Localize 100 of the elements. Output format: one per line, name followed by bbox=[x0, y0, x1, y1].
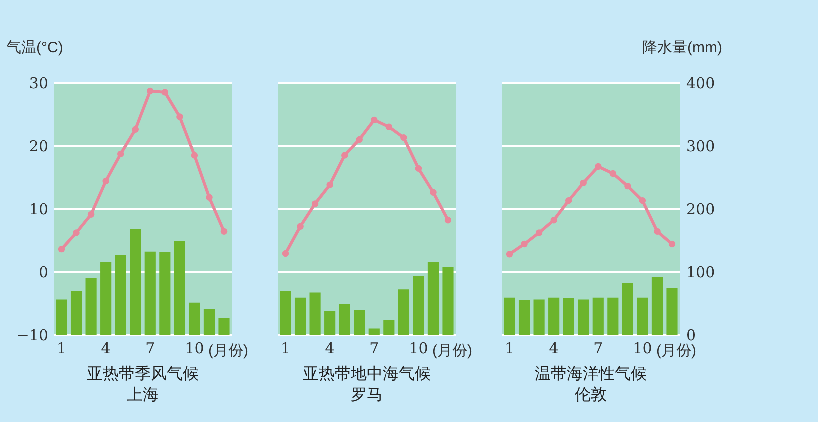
y-axis-title: 气温(°C) bbox=[6, 40, 64, 56]
point bbox=[521, 240, 528, 248]
bar bbox=[130, 229, 142, 335]
point bbox=[400, 134, 408, 142]
point bbox=[162, 89, 169, 96]
y-tick-label: 10 bbox=[29, 200, 48, 218]
point bbox=[220, 228, 228, 236]
bar bbox=[204, 309, 216, 335]
bar bbox=[339, 304, 350, 335]
x-tick-label: 10 bbox=[185, 340, 204, 358]
bar bbox=[86, 278, 97, 335]
bar bbox=[368, 328, 380, 335]
bar bbox=[666, 288, 678, 335]
point bbox=[639, 197, 646, 204]
text: 上海 bbox=[127, 386, 159, 404]
point bbox=[565, 197, 572, 204]
text: 亚热带季风气候 bbox=[87, 365, 199, 383]
point bbox=[147, 88, 154, 95]
x-axis-title: (月份) bbox=[656, 342, 696, 360]
bar bbox=[428, 262, 440, 335]
bar bbox=[160, 252, 171, 335]
bar bbox=[218, 318, 230, 335]
bar bbox=[70, 292, 82, 335]
point bbox=[326, 182, 334, 188]
x-tick-label: 1 bbox=[280, 340, 291, 358]
bar bbox=[310, 292, 321, 335]
point bbox=[356, 136, 363, 144]
point bbox=[386, 124, 393, 130]
point bbox=[312, 200, 319, 208]
bar bbox=[608, 298, 619, 335]
point bbox=[536, 230, 543, 236]
point bbox=[132, 126, 139, 133]
text: 亚热带地中海气候 bbox=[303, 365, 431, 383]
bar bbox=[652, 277, 664, 335]
x-tick-label: 4 bbox=[325, 340, 335, 358]
y-tick-label: 0 bbox=[38, 264, 48, 282]
y-tick-label: 30 bbox=[29, 74, 48, 92]
point bbox=[88, 211, 95, 218]
y2-tick-label: 300 bbox=[686, 138, 716, 156]
bar bbox=[518, 300, 530, 335]
x-tick-label: 4 bbox=[101, 340, 111, 358]
bar bbox=[413, 276, 424, 335]
bar bbox=[324, 311, 336, 335]
y2-axis-title: 降水量(mm) bbox=[642, 40, 722, 56]
bar bbox=[115, 254, 126, 335]
text: 温带海洋性气候 bbox=[535, 365, 647, 383]
x-tick-label: 10 bbox=[633, 340, 652, 358]
bar bbox=[100, 262, 112, 335]
point bbox=[176, 114, 184, 120]
bar bbox=[174, 241, 186, 335]
bar bbox=[534, 300, 545, 335]
text: 罗马 bbox=[351, 387, 383, 404]
point bbox=[595, 163, 602, 170]
point bbox=[624, 182, 632, 190]
y2-tick-label: 200 bbox=[686, 200, 716, 218]
bar bbox=[280, 292, 292, 335]
bar bbox=[637, 298, 648, 335]
point bbox=[430, 189, 437, 196]
bar bbox=[56, 300, 68, 335]
y-tick-label: −10 bbox=[16, 326, 48, 344]
x-tick-label: 7 bbox=[370, 340, 380, 358]
x-tick-label: 7 bbox=[146, 340, 156, 358]
bar bbox=[354, 310, 366, 335]
bar bbox=[578, 300, 590, 335]
bar bbox=[144, 252, 156, 335]
x-tick-label: 1 bbox=[504, 340, 515, 358]
point bbox=[206, 194, 213, 202]
bar bbox=[548, 298, 560, 335]
point bbox=[371, 116, 378, 124]
point bbox=[610, 170, 617, 178]
point bbox=[117, 150, 124, 158]
point bbox=[282, 250, 290, 258]
point bbox=[191, 152, 198, 159]
point bbox=[506, 251, 514, 258]
point bbox=[654, 228, 661, 236]
point bbox=[58, 246, 66, 253]
point bbox=[297, 223, 304, 230]
point bbox=[580, 180, 587, 187]
point bbox=[415, 165, 422, 172]
point bbox=[341, 152, 348, 159]
bar bbox=[592, 298, 604, 335]
bar bbox=[442, 266, 454, 335]
x-tick-label: 7 bbox=[594, 340, 604, 358]
text: 伦敦 bbox=[575, 386, 607, 404]
y2-tick-label: 0 bbox=[686, 326, 696, 344]
x-tick-label: 4 bbox=[549, 340, 559, 358]
point bbox=[102, 178, 110, 185]
bar bbox=[294, 298, 306, 335]
x-axis-title: (月份) bbox=[432, 342, 472, 360]
x-tick-label: 1 bbox=[56, 340, 67, 358]
y2-tick-label: 100 bbox=[686, 264, 716, 282]
bar bbox=[189, 302, 200, 335]
y2-tick-label: 400 bbox=[686, 74, 716, 92]
x-axis-title: (月份) bbox=[208, 342, 248, 360]
point bbox=[444, 216, 452, 224]
y-tick-label: 20 bbox=[29, 138, 48, 156]
x-tick-label: 10 bbox=[409, 340, 428, 358]
bar bbox=[563, 298, 574, 335]
point bbox=[668, 240, 676, 248]
bar bbox=[622, 283, 634, 335]
